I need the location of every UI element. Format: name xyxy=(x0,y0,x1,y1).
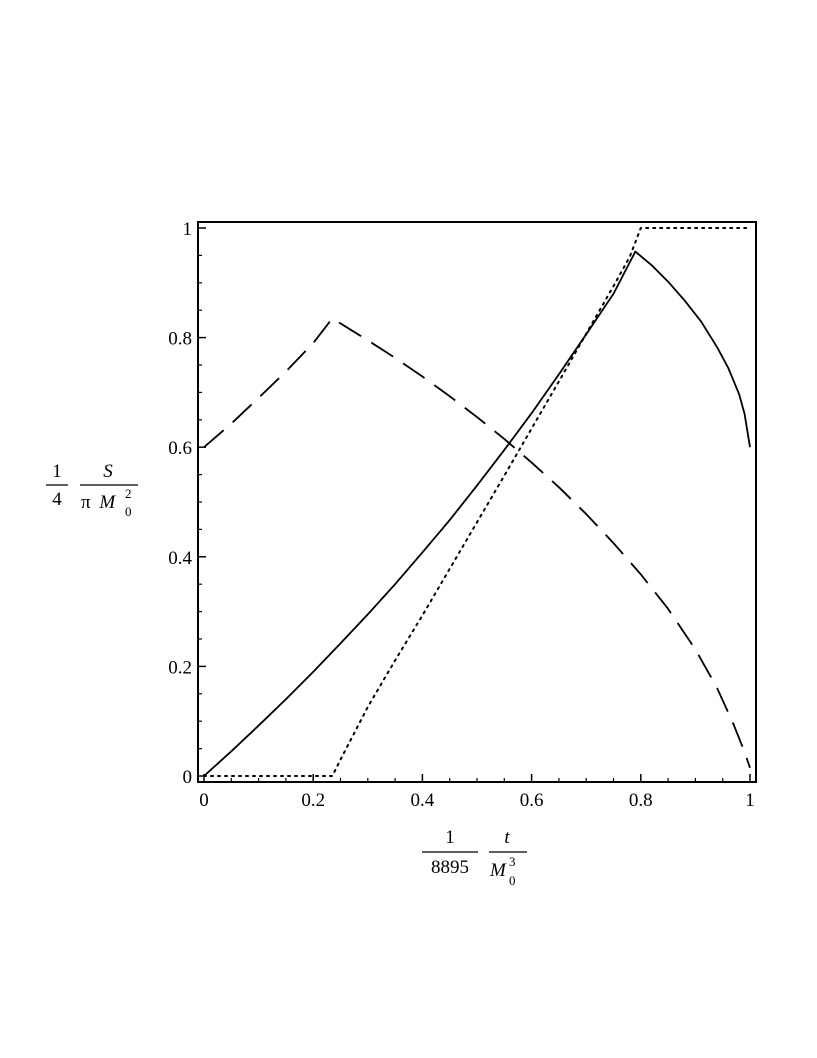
y-tick-label: 0.4 xyxy=(168,548,192,569)
ylabel-sub: 0 xyxy=(125,504,132,519)
series-layer xyxy=(203,227,751,777)
x-tick-label: 0 xyxy=(199,790,209,811)
ylabel-factor-den: 4 xyxy=(52,489,62,510)
xlabel-factor-den: 8895 xyxy=(431,857,469,878)
ylabel-factor-num: 1 xyxy=(52,461,62,482)
y-tick-label: 0 xyxy=(183,767,193,788)
x-tick-label: 0.2 xyxy=(301,790,325,811)
x-tick-label: 0.4 xyxy=(411,790,435,811)
xlabel-sub: 0 xyxy=(509,873,516,888)
ylabel-var-den: π M xyxy=(81,492,116,513)
x-tick-label: 1 xyxy=(745,790,755,811)
x-tick-label: 0.6 xyxy=(520,790,544,811)
y-tick-label: 0.2 xyxy=(168,657,192,678)
plot-frame xyxy=(197,221,757,783)
ylabel-sup: 2 xyxy=(125,486,132,501)
series-line-dotted xyxy=(203,227,751,777)
xlabel-m: M xyxy=(489,860,507,881)
ylabel-pi: π xyxy=(81,492,91,513)
x-axis-label: 1 8895 t M 3 0 xyxy=(422,827,527,888)
series-line-dashed xyxy=(203,317,751,769)
xlabel-factor-num: 1 xyxy=(445,827,455,848)
xlabel-var-num: t xyxy=(504,827,510,848)
y-tick-label: 0.6 xyxy=(168,438,192,459)
xlabel-sup: 3 xyxy=(509,854,516,869)
y-axis-label: 1 4 S π M 2 0 xyxy=(46,461,138,519)
series-line-solid xyxy=(203,250,751,777)
y-tick-label: 0.8 xyxy=(168,329,192,350)
ylabel-var-num: S xyxy=(103,461,113,482)
ticks-layer: 0 0.2 0.4 0.6 0.8 1 0 0.2 0.4 0.6 0.8 1 xyxy=(168,219,755,811)
y-tick-label: 1 xyxy=(183,219,193,240)
x-tick-label: 0.8 xyxy=(629,790,653,811)
ylabel-m: M xyxy=(98,492,116,513)
